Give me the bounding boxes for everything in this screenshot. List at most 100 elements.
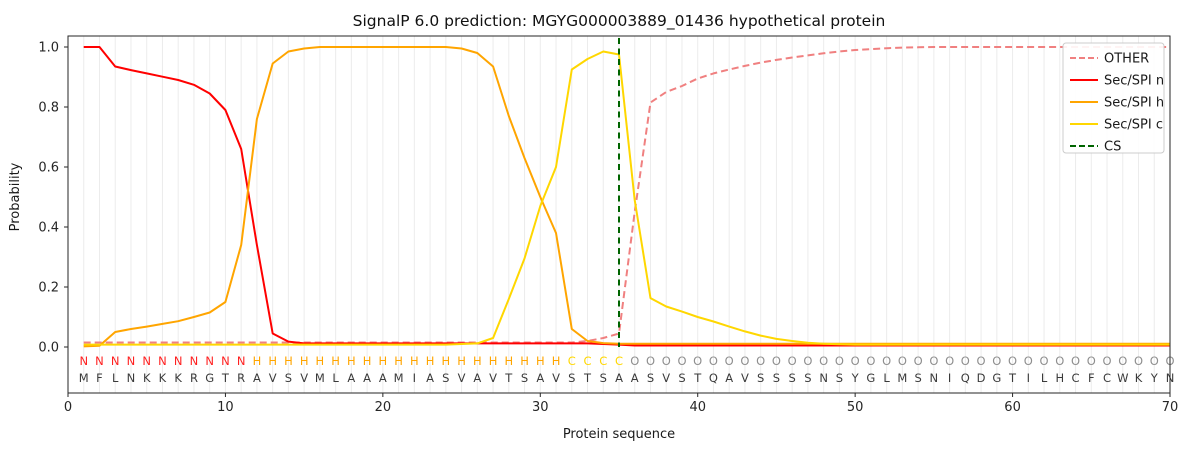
sequence-letter: Y [1150, 371, 1159, 385]
sequence-letter: M [897, 371, 907, 385]
sequence-letter: V [552, 371, 560, 385]
sequence-letter: M [79, 371, 89, 385]
region-label: O [1055, 354, 1064, 368]
region-label: H [316, 354, 325, 368]
sequence-letter: S [678, 371, 685, 385]
region-label: C [568, 354, 576, 368]
region-label: N [79, 354, 88, 368]
x-tick-label: 40 [689, 400, 706, 415]
probability-curves [83, 46, 1170, 348]
region-label: O [1008, 354, 1017, 368]
region-label: O [1071, 354, 1080, 368]
region-label: O [1087, 354, 1096, 368]
region-label: H [347, 354, 356, 368]
region-label: O [945, 354, 954, 368]
sequence-letter: F [96, 371, 103, 385]
x-tick-label: 70 [1162, 400, 1179, 415]
y-tick-label: 1.0 [38, 41, 59, 56]
sequence-letter: L [1041, 371, 1048, 385]
region-label: N [111, 354, 120, 368]
region-label: O [929, 354, 938, 368]
legend-label-cs: CS [1104, 140, 1121, 155]
region-label: N [190, 354, 199, 368]
x-tick-label: 0 [64, 400, 72, 415]
legend-label-sec-spi-h: Sec/SPI h [1104, 96, 1164, 111]
region-label: H [504, 354, 513, 368]
sequence-letter: K [143, 371, 151, 385]
legend-label-other: OTHER [1104, 52, 1149, 67]
region-label: O [709, 354, 718, 368]
sequence-letter: G [992, 371, 1001, 385]
region-label: O [1024, 354, 1033, 368]
sequence-letter: S [757, 371, 764, 385]
sequence-letter: V [489, 371, 497, 385]
legend-box [1062, 42, 1165, 154]
y-tick-label: 0.8 [38, 101, 59, 116]
sequence-letter: Q [961, 371, 970, 385]
region-label: H [379, 354, 388, 368]
sequence-letter: A [725, 371, 733, 385]
region-label: H [300, 354, 309, 368]
sequence-letter: A [379, 371, 387, 385]
curve-sec-spi-h [83, 46, 1170, 348]
legend: OTHER Sec/SPI n Sec/SPI h Sec/SPI c CS [1062, 42, 1165, 155]
region-label: O [866, 354, 875, 368]
sequence-letter: A [347, 371, 355, 385]
sequence-letter: S [568, 371, 575, 385]
x-axis-ticks: 0 10 20 30 40 50 60 70 [64, 393, 1178, 415]
region-label: N [127, 354, 136, 368]
sequence-letter: S [442, 371, 449, 385]
region-label: H [473, 354, 482, 368]
sequence-letter: M [394, 371, 404, 385]
sequence-letter: A [363, 371, 371, 385]
region-label: O [630, 354, 639, 368]
region-label: O [961, 354, 970, 368]
sequence-letter: A [536, 371, 544, 385]
sequence-letter: C [1072, 371, 1080, 385]
y-tick-label: 0.4 [38, 221, 59, 236]
y-tick-label: 0.6 [38, 161, 59, 176]
x-tick-label: 30 [532, 400, 549, 415]
region-label: O [835, 354, 844, 368]
sequence-letter: V [269, 371, 277, 385]
region-label: O [882, 354, 891, 368]
sequence-letter: F [1088, 371, 1095, 385]
sequence-letter: S [521, 371, 528, 385]
region-label: H [331, 354, 340, 368]
gridlines [83, 36, 1171, 393]
region-label: H [520, 354, 529, 368]
region-label: H [268, 354, 277, 368]
sequence-letter: N [819, 371, 828, 385]
sequence-letter: A [426, 371, 434, 385]
region-label: N [174, 354, 183, 368]
sequence-letter: R [237, 371, 245, 385]
region-label: H [253, 354, 262, 368]
region-label: H [489, 354, 498, 368]
sequence-letter: K [174, 371, 182, 385]
sequence-letter: W [1117, 371, 1128, 385]
sequence-letter: D [977, 371, 986, 385]
region-label: H [394, 354, 403, 368]
plot-spines [67, 35, 1171, 394]
sequence-letter: Y [851, 371, 860, 385]
sequence-letter: V [662, 371, 670, 385]
region-label: O [1118, 354, 1127, 368]
sequence-letter: I [1027, 371, 1030, 385]
region-label: H [442, 354, 451, 368]
sequence-letter: H [1055, 371, 1064, 385]
sequence-letter: K [159, 371, 167, 385]
sequence-letter: T [693, 371, 702, 385]
sequence-letter: S [836, 371, 843, 385]
sequence-letter: S [804, 371, 811, 385]
sequence-letter: T [504, 371, 513, 385]
x-tick-label: 20 [375, 400, 392, 415]
region-label: O [677, 354, 686, 368]
sequence-letter: G [205, 371, 214, 385]
region-label: H [410, 354, 419, 368]
region-label: O [992, 354, 1001, 368]
region-label: O [914, 354, 923, 368]
